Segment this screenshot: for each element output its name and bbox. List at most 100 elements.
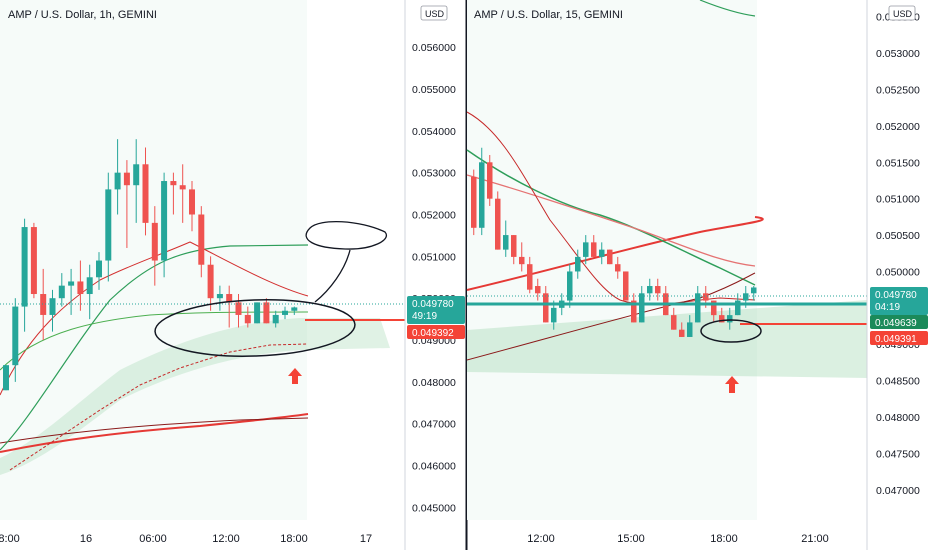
left-level-tag [407, 325, 465, 339]
left-candle-body [96, 260, 102, 278]
right-candle-body [479, 162, 485, 228]
right-candle-body [511, 235, 517, 257]
right-candle-body [495, 198, 501, 250]
right-chart-title: AMP / U.S. Dollar, 15, GEMINI [474, 9, 623, 21]
left-last-price-label: 0.049780 [412, 299, 454, 310]
right-candle-body [487, 162, 493, 199]
right-ribbon-band [467, 300, 867, 378]
left-y-tick-label: 0.045000 [412, 502, 456, 514]
right-candle-body [687, 322, 693, 337]
left-candle-body [254, 302, 261, 324]
right-candle-body [735, 300, 741, 316]
right-x-tick-label: 12:00 [527, 533, 555, 545]
left-candle-body [189, 189, 195, 215]
right-chart-panel[interactable]: AMP / U.S. Dollar, 15, GEMINI 0.0535000.… [466, 0, 928, 550]
left-candle-body [123, 172, 130, 186]
right-candle-body [647, 286, 653, 294]
right-candle-body [575, 256, 581, 272]
left-x-axis[interactable]: 18:00 16 06:00 12:00 18:00 17 [0, 533, 372, 545]
left-candle-body [170, 181, 177, 186]
right-candle-body [671, 315, 677, 330]
right-y-axis[interactable]: 0.0535000.0530000.0525000.0520000.051500… [876, 12, 920, 497]
left-candle-body [142, 164, 149, 223]
left-candle-body [114, 172, 121, 190]
right-last-price-label: 0.049780 [875, 290, 917, 301]
right-candle-body [655, 286, 661, 294]
right-currency-badge[interactable] [888, 5, 916, 21]
left-chart-title: AMP / U.S. Dollar, 1h, GEMINI [8, 9, 157, 21]
right-ma-red-mid [466, 174, 756, 267]
right-candle-body [567, 271, 573, 301]
right-y-tick-label: 0.052500 [876, 85, 920, 97]
left-ma-red-short [0, 241, 309, 396]
right-y-tick-label: 0.052000 [876, 121, 920, 133]
right-x-axis[interactable]: 12:00 15:00 18:00 21:00 [527, 533, 829, 545]
left-candle-body [207, 264, 214, 299]
left-ma-green [0, 244, 309, 451]
left-candles [3, 139, 298, 391]
left-candle-body [198, 214, 205, 265]
right-ma-price-tag [870, 315, 928, 329]
left-x-tick-label: 17 [360, 533, 372, 545]
left-x-tick-label: 18:00 [0, 533, 20, 545]
right-x-tick-label: 21:00 [801, 533, 829, 545]
left-countdown-label: 49:19 [412, 311, 437, 322]
right-x-tick-label: 15:00 [617, 533, 645, 545]
right-candle-body [719, 315, 725, 323]
right-y-tick-label: 0.051500 [876, 157, 920, 169]
right-candle-body [607, 249, 613, 265]
right-candle-body [711, 300, 717, 316]
left-y-tick-label: 0.051000 [412, 251, 456, 263]
right-candle-body [583, 242, 589, 257]
right-candles [471, 147, 757, 337]
left-candle-body [40, 294, 47, 315]
left-candle-body [133, 164, 140, 186]
right-y-tick-label: 0.051000 [876, 194, 920, 206]
left-y-axis[interactable]: 0.056000 0.055000 0.054000 0.053000 0.052000… [412, 42, 456, 514]
left-candle-body [272, 314, 279, 324]
right-candle-body [591, 242, 597, 257]
right-level-label: 0.049391 [875, 334, 917, 345]
left-candle-body [244, 314, 251, 324]
left-step-line [9, 343, 309, 471]
right-candle-body [639, 293, 645, 323]
right-level-tag [870, 331, 928, 345]
left-y-tick-label: 0.054000 [412, 126, 456, 138]
left-candle-body [68, 281, 75, 286]
left-thought-bubble [305, 220, 388, 303]
left-x-tick-label: 06:00 [139, 533, 167, 545]
left-candle-body [3, 365, 9, 391]
right-y-tick-label: 0.050000 [876, 266, 920, 278]
left-hand-drawn-ellipse [154, 299, 356, 357]
left-last-price-tag [407, 296, 465, 324]
right-candle-body [535, 286, 541, 294]
right-ma-red-long [466, 216, 764, 291]
left-ma-red-long [0, 413, 309, 453]
left-candle-body [226, 294, 233, 303]
right-countdown-label: 04:19 [875, 302, 900, 313]
left-x-tick-label: 12:00 [212, 533, 240, 545]
left-candle-body [179, 185, 186, 190]
right-candle-body [543, 293, 549, 323]
right-candle-body [503, 235, 509, 250]
right-ma-green [466, 149, 756, 286]
right-candle-body [599, 249, 605, 257]
left-candle-body [263, 302, 270, 324]
right-candle-body [527, 264, 533, 290]
right-last-price-tag [870, 287, 928, 315]
right-x-tick-label: 18:00 [710, 533, 738, 545]
left-y-tick-label: 0.052000 [412, 210, 456, 222]
right-y-tick-label: 0.050500 [876, 230, 920, 242]
right-red-up-arrow [725, 376, 739, 393]
left-candle-body [30, 227, 37, 295]
left-candle-body [49, 298, 56, 315]
left-candle-body [12, 306, 19, 366]
right-y-tick-label: 0.048000 [876, 412, 920, 424]
right-ma-green-top [699, 0, 756, 17]
left-x-tick-label: 16 [80, 533, 92, 545]
left-currency-badge[interactable] [420, 5, 448, 21]
left-candle-body [86, 277, 93, 295]
left-chart-panel[interactable]: AMP / U.S. Dollar, 1h, GEMINI 0.0560000.… [0, 0, 465, 550]
left-candle-body [216, 294, 223, 299]
right-candle-body [551, 307, 557, 323]
